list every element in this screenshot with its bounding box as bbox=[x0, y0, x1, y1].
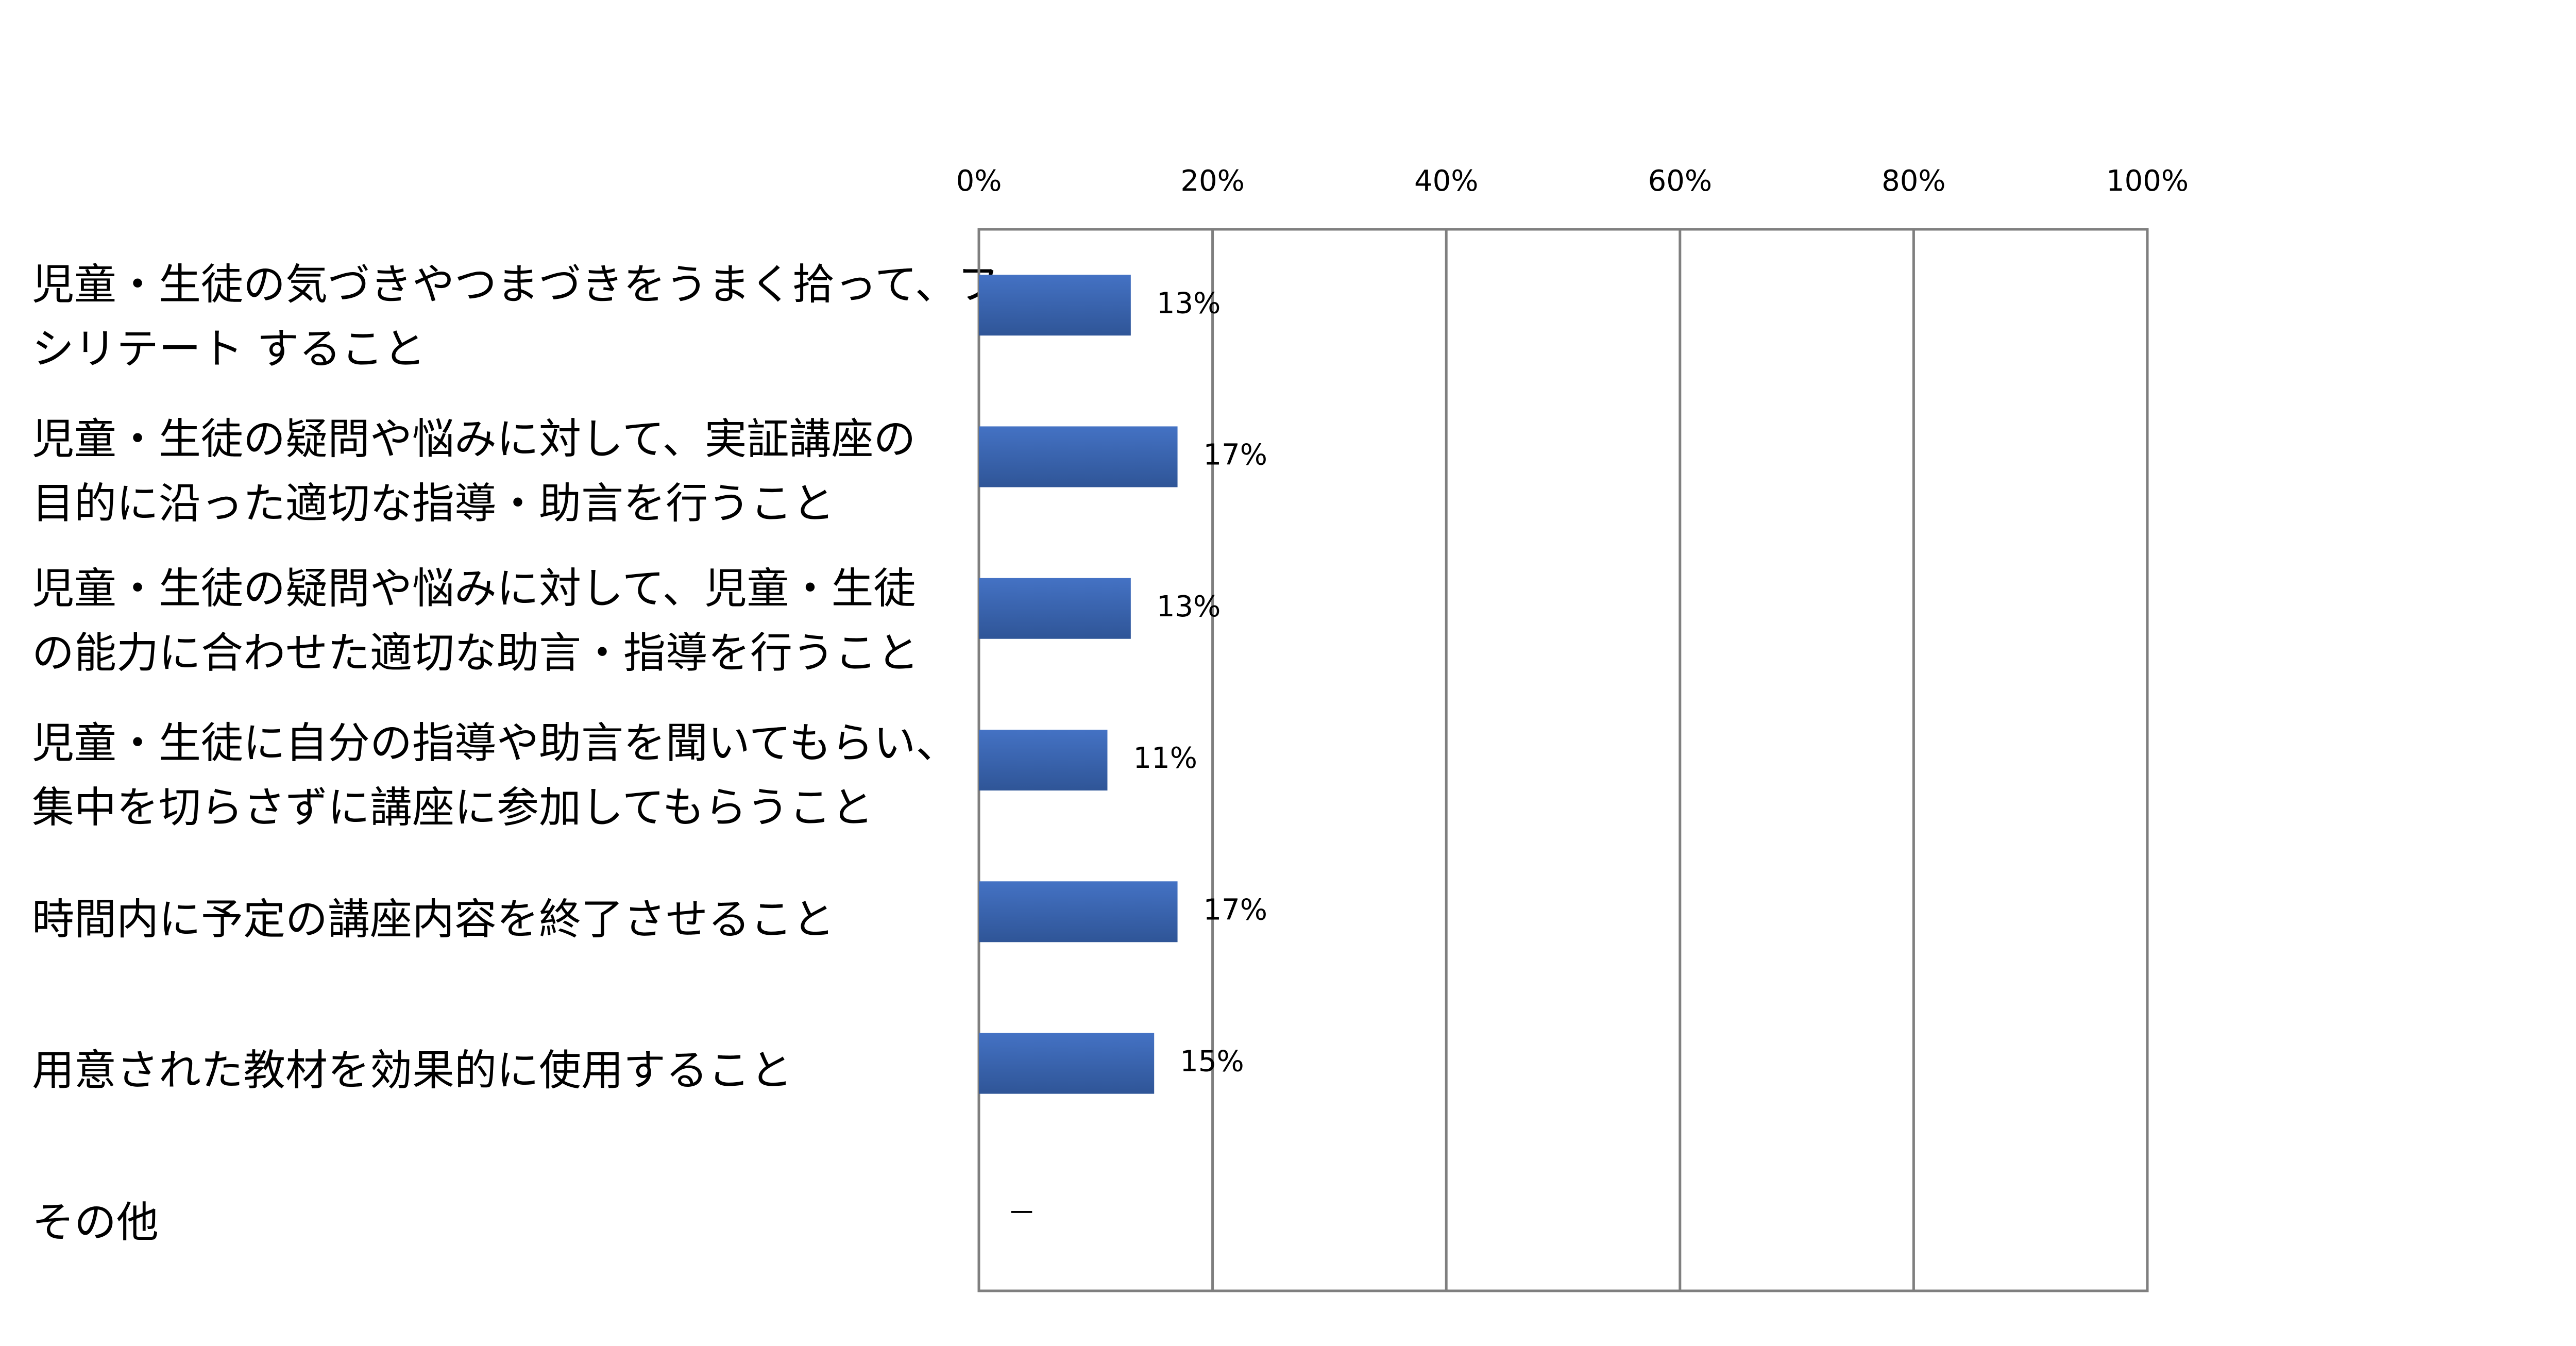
category-label: 時間内に予定の講座内容を終了させること bbox=[32, 895, 835, 944]
x-tick-label: 40% bbox=[1414, 164, 1478, 198]
x-tick-label: 20% bbox=[1180, 164, 1244, 198]
bar bbox=[979, 426, 1178, 487]
x-tick-label: 0% bbox=[956, 164, 1002, 198]
value-label: 17% bbox=[1204, 439, 1267, 472]
x-axis-ticks: 0% 20% 40% 60% 80% 100% bbox=[956, 164, 2189, 198]
x-tick-label: 100% bbox=[2106, 164, 2189, 198]
bar bbox=[979, 1033, 1155, 1094]
value-label: 11% bbox=[1133, 742, 1197, 775]
value-label: 13% bbox=[1157, 287, 1221, 320]
gridlines bbox=[977, 228, 2149, 1292]
x-tick-label: 80% bbox=[1882, 164, 1945, 198]
bars bbox=[979, 275, 1178, 1094]
x-tick-label: 60% bbox=[1648, 164, 1712, 198]
category-label: 児童・生徒の疑問や悩みに対して、実証講座の 目的に沿った適切な指導・助言を行うこ… bbox=[32, 415, 916, 528]
category-label: 児童・生徒に自分の指導や助言を聞いてもらい、 集中を切らさずに講座に参加してもら… bbox=[32, 719, 958, 832]
value-label: 15% bbox=[1180, 1045, 1244, 1079]
value-label: 13% bbox=[1157, 590, 1221, 624]
category-label: 用意された教材を効果的に使用すること bbox=[32, 1046, 793, 1095]
bar bbox=[979, 881, 1178, 943]
bar bbox=[979, 275, 1131, 336]
bar bbox=[979, 578, 1131, 639]
bar bbox=[979, 730, 1108, 790]
category-label: 児童・生徒の気づきやつまづきをうまく拾って、ファ シリテート すること bbox=[32, 260, 1042, 374]
data-labels: 13% 17% 13% 11% 17% 15% － bbox=[1007, 287, 1267, 1230]
value-label: 17% bbox=[1204, 893, 1267, 927]
category-label: 児童・生徒の疑問や悩みに対して、児童・生徒 の能力に合わせた適切な助言・指導を行… bbox=[32, 564, 920, 678]
value-label: － bbox=[1007, 1197, 1036, 1230]
category-label: その他 bbox=[32, 1198, 159, 1247]
